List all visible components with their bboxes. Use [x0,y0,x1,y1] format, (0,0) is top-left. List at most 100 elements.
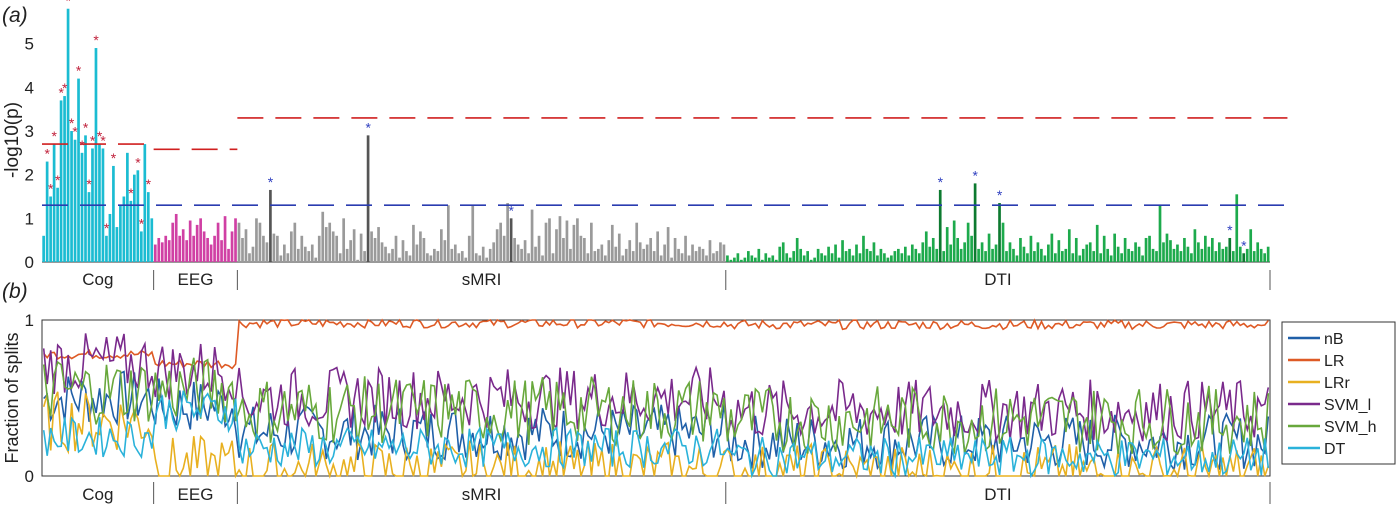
bar-smri [269,189,272,262]
bar-smri [377,227,380,262]
bar-smri [590,222,593,262]
bar-dti [1242,253,1246,262]
bar-dti [980,242,984,262]
bar-smri [251,246,255,262]
bar-smri [701,248,705,262]
bar-smri [708,240,712,262]
bar-dti [984,251,987,262]
bar-smri [324,227,328,262]
bar-smri [283,244,286,262]
bar-dti [865,248,869,262]
bar-dti [876,255,879,262]
bar-dti [1123,237,1127,262]
bar-smri [670,257,673,262]
significance-star: * [93,32,99,48]
bar-dti [1155,251,1158,262]
bar-smri [621,255,625,262]
bar-smri [433,248,436,262]
bar-dti [1127,248,1130,262]
bar-dti [816,248,820,262]
significance-star: * [1241,237,1247,253]
bar-dti [1214,251,1218,262]
bar-cog [129,200,133,262]
bar-dti [1057,240,1061,262]
bar-smri [328,222,332,262]
bar-smri [481,246,485,262]
bar-dti [760,259,764,262]
panel-a-axis: 0 1 2 3 4 5 [25,35,1270,272]
bar-smri [450,248,454,262]
b-group-label-eeg: EEG [178,485,214,504]
bar-dti [1102,235,1106,262]
bar-smri [684,235,687,262]
bar-dti [1217,242,1221,262]
line-dt [42,390,1270,479]
bar-smri [628,240,632,262]
bar-dti [921,242,925,262]
bar-eeg [213,235,216,262]
bar-smri [576,218,579,262]
bar-smri [373,237,377,262]
bar-dti [1235,194,1239,262]
bar-smri [691,244,694,262]
bar-smri [345,248,349,262]
bar-dti [743,257,747,262]
bar-smri [446,205,450,262]
bar-smri [495,229,499,262]
bar-dti [844,251,848,262]
bar-dti [792,251,796,262]
bar-dti [890,255,893,262]
bar-dti [837,257,841,262]
bar-smri [649,237,653,262]
bar-dti [924,231,928,262]
significance-star: * [146,176,152,192]
bar-smri [624,248,628,262]
bar-cog [42,235,45,262]
bar-dti [750,255,754,262]
bar-smri [300,235,304,262]
bar-smri [583,237,586,262]
bar-dti [1179,251,1183,262]
bar-dti [1210,237,1214,262]
bar-dti [900,253,904,262]
bar-cog [73,139,77,262]
bar-smri [335,235,339,262]
bar-dti [970,235,973,262]
bar-eeg [188,220,192,262]
bar-smri [715,251,719,262]
bar-dti [858,253,862,262]
line-svm_h [42,357,1270,456]
bar-smri [579,235,583,262]
bar-smri [314,257,318,262]
significance-star: * [76,63,82,79]
bar-smri [551,253,555,262]
bar-smri [352,229,356,262]
bar-smri [617,233,621,262]
bar-cog [126,152,129,262]
group-label-dti: DTI [984,270,1011,289]
bar-dti [910,244,914,262]
b-group-label-cog: Cog [82,485,113,504]
significance-star: * [62,80,68,96]
bar-cog [98,144,101,262]
bar-smri [419,231,422,262]
significance-star: * [97,128,103,144]
bar-dti [1228,237,1232,262]
bar-smri [255,218,258,262]
bar-cog [52,144,56,262]
legend-label-lr: LR [1324,353,1344,370]
bar-dti [1141,255,1144,262]
bar-smri [663,244,666,262]
bar-eeg [185,240,189,262]
bar-dti [799,248,803,262]
bar-smri [534,246,537,262]
bar-dti [1106,248,1110,262]
bar-dti [862,235,865,262]
bar-cog [84,135,87,262]
bar-dti [813,257,816,262]
bar-smri [485,257,489,262]
panel-a-ytick-label: 1 [25,209,34,228]
bar-smri [405,251,408,262]
